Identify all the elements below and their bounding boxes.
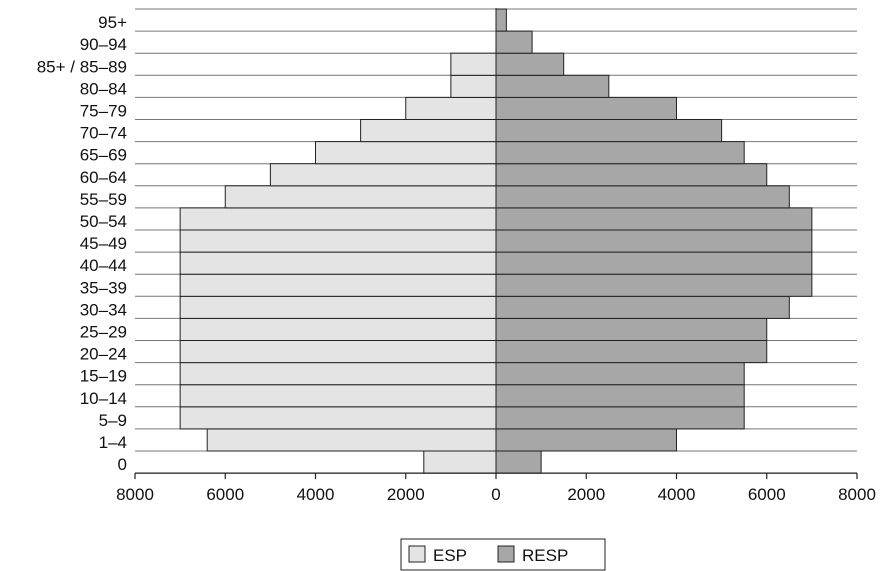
bar-resp-55-59: [495, 185, 790, 209]
bar-esp-85-85-89: [450, 52, 497, 76]
age-label: 80–84: [80, 79, 127, 98]
legend-label-esp: ESP: [433, 546, 467, 565]
bar-resp-25-29: [495, 317, 768, 341]
bar-resp-85-85-89: [495, 52, 565, 76]
x-tick-label: 6000: [206, 485, 244, 504]
legend-swatch-esp: [408, 545, 426, 563]
legend: ESP RESP: [400, 538, 606, 571]
age-label: 35–39: [80, 278, 127, 297]
bar-esp-45-49: [179, 229, 497, 253]
age-label: 25–29: [80, 323, 127, 342]
bar-resp-45-49: [495, 229, 813, 253]
age-label: 85+ / 85–89: [37, 57, 127, 76]
age-label: 1–4: [99, 433, 127, 452]
bar-esp-30-34: [179, 295, 497, 319]
bar-esp-60-64: [269, 163, 497, 187]
bar-esp-1-4: [206, 428, 497, 452]
bar-resp-15-19: [495, 362, 745, 386]
bar-resp-1-4: [495, 428, 677, 452]
age-label: 60–64: [80, 168, 127, 187]
age-label: 5–9: [99, 411, 127, 430]
bar-resp-30-34: [495, 295, 790, 319]
bar-resp-95: [495, 8, 507, 32]
bar-esp-35-39: [179, 273, 497, 297]
legend-swatch-resp: [497, 545, 515, 563]
age-label: 20–24: [80, 345, 127, 364]
age-label: 30–34: [80, 300, 127, 319]
x-tick-label: 2000: [567, 485, 605, 504]
age-label: 0: [118, 455, 127, 474]
age-group-labels: 0 1–4 5–9 10–14 15–19 20–24 25–29 30–34 35–39 40–…: [37, 13, 127, 474]
bar-esp-50-54: [179, 207, 497, 231]
age-label: 15–19: [80, 367, 127, 386]
bar-resp-50-54: [495, 207, 813, 231]
x-tick-label: 4000: [297, 485, 335, 504]
bar-esp-15-19: [179, 362, 497, 386]
age-label: 40–44: [80, 256, 127, 275]
bar-esp-75-79: [405, 96, 497, 121]
x-tick-label: 4000: [658, 485, 696, 504]
age-label: 10–14: [80, 389, 127, 408]
age-label: 50–54: [80, 212, 127, 231]
bar-esp-0: [423, 450, 497, 474]
bar-resp-65-69: [495, 141, 745, 165]
x-tick-label: 6000: [748, 485, 786, 504]
x-tick-label: 2000: [387, 485, 425, 504]
bar-resp-20-24: [495, 340, 768, 364]
axes: [134, 8, 858, 480]
age-label: 75–79: [80, 102, 127, 121]
bar-resp-35-39: [495, 273, 813, 297]
bar-esp-5-9: [179, 406, 497, 430]
x-tick-label: 8000: [838, 485, 876, 504]
bar-resp-60-64: [495, 163, 768, 187]
bar-resp-75-79: [495, 96, 677, 121]
bar-resp-0: [495, 450, 542, 474]
bar-resp-5-9: [495, 406, 745, 430]
x-tick-label: 0: [491, 485, 500, 504]
bar-esp-40-44: [179, 251, 497, 275]
bar-esp-65-69: [315, 141, 497, 165]
bar-resp-40-44: [495, 251, 813, 275]
bar-esp-20-24: [179, 340, 497, 364]
age-label: 55–59: [80, 190, 127, 209]
age-label: 95+: [98, 13, 127, 32]
bar-esp-70-74: [360, 119, 497, 143]
bar-esp-10-14: [179, 384, 497, 408]
bar-resp-80-84: [495, 74, 610, 98]
bar-resp-10-14: [495, 384, 745, 408]
bar-esp-25-29: [179, 317, 497, 341]
x-axis-tick-labels: 8000 6000 4000 2000 0 2000 4000 6000 8000: [116, 485, 876, 504]
age-label: 70–74: [80, 124, 127, 143]
bar-esp-55-59: [224, 185, 497, 209]
legend-label-resp: RESP: [522, 546, 568, 565]
bar-resp-70-74: [495, 119, 723, 143]
age-label: 45–49: [80, 234, 127, 253]
x-tick-label: 8000: [116, 485, 154, 504]
age-label: 90–94: [80, 35, 127, 54]
bar-esp-80-84: [450, 74, 497, 98]
age-label: 65–69: [80, 146, 127, 165]
bar-resp-90-94: [495, 30, 533, 54]
